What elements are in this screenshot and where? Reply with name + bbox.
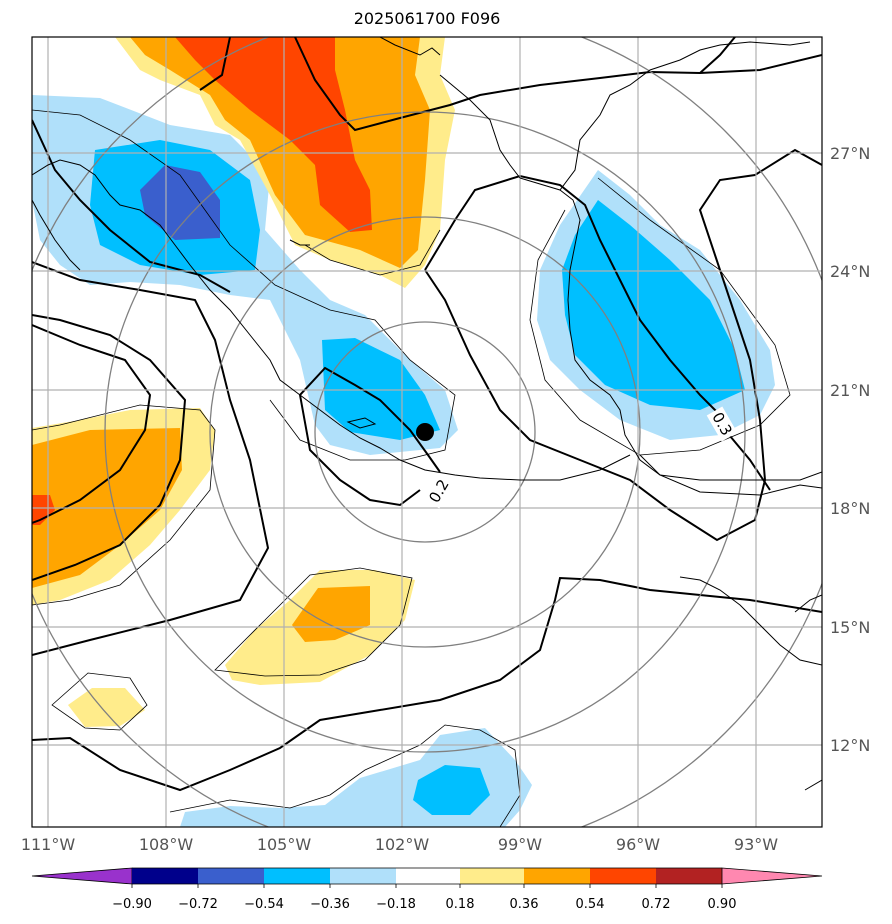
map-frame bbox=[31, 36, 823, 828]
graticule bbox=[32, 37, 822, 827]
colorbar-tick: −0.36 bbox=[310, 897, 350, 912]
lat-label: 24°N bbox=[830, 262, 870, 281]
colorbar-tick: −0.54 bbox=[244, 897, 284, 912]
lon-label: 102°W bbox=[375, 835, 430, 854]
colorbar-tick: 0.72 bbox=[642, 897, 671, 912]
colorbar-tick: 0.18 bbox=[446, 897, 475, 912]
storm-center-marker bbox=[416, 423, 434, 441]
colorbar-tick: −0.18 bbox=[376, 897, 416, 912]
lat-label: 27°N bbox=[830, 144, 870, 163]
lat-label: 15°N bbox=[830, 618, 870, 637]
lat-label: 18°N bbox=[830, 499, 870, 518]
lon-label: 99°W bbox=[498, 835, 542, 854]
map-title: 2025061700 F096 bbox=[353, 9, 501, 28]
colorbar: −0.90 −0.72 −0.54 −0.36 −0.18 0.18 0.36 … bbox=[31, 867, 823, 912]
lon-label: 96°W bbox=[616, 835, 660, 854]
lat-label: 12°N bbox=[830, 736, 870, 755]
longitude-labels: 111°W 108°W 105°W 102°W 99°W 96°W 93°W bbox=[21, 835, 778, 854]
range-rings bbox=[32, 37, 822, 827]
lon-label: 108°W bbox=[139, 835, 194, 854]
lon-label: 105°W bbox=[257, 835, 312, 854]
colorbar-tick: 0.90 bbox=[708, 897, 737, 912]
colorbar-tick: 0.54 bbox=[576, 897, 605, 912]
colorbar-tick: −0.90 bbox=[112, 897, 152, 912]
lat-label: 21°N bbox=[830, 381, 870, 400]
lon-label: 111°W bbox=[21, 835, 76, 854]
coastlines bbox=[32, 37, 822, 791]
colorbar-tick: 0.36 bbox=[510, 897, 539, 912]
lon-label: 93°W bbox=[734, 835, 778, 854]
latitude-labels: 27°N 24°N 21°N 18°N 15°N 12°N bbox=[830, 144, 870, 755]
colorbar-tick: −0.72 bbox=[178, 897, 218, 912]
